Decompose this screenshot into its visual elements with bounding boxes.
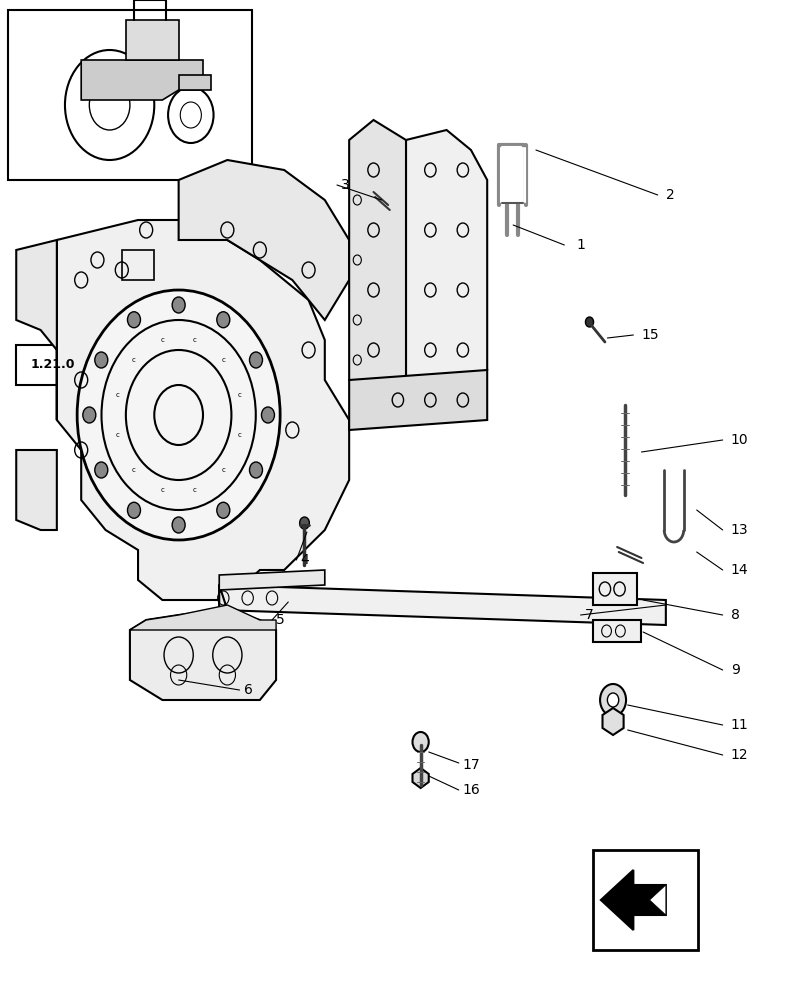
Polygon shape [406, 130, 487, 420]
Polygon shape [16, 240, 57, 420]
Text: 11: 11 [730, 718, 748, 732]
Text: c: c [115, 432, 119, 438]
Text: 12: 12 [730, 748, 748, 762]
Polygon shape [126, 20, 178, 60]
Polygon shape [649, 885, 665, 915]
Polygon shape [57, 220, 349, 600]
Text: 17: 17 [462, 758, 480, 772]
Bar [16, 345, 89, 385]
Text: 2: 2 [665, 188, 674, 202]
Text: c: c [221, 467, 225, 473]
Polygon shape [178, 75, 211, 90]
Circle shape [607, 693, 618, 707]
Circle shape [217, 502, 230, 518]
Circle shape [95, 462, 108, 478]
Text: 6: 6 [243, 683, 252, 697]
Text: c: c [160, 337, 164, 343]
Text: c: c [160, 487, 164, 493]
Text: 16: 16 [462, 783, 480, 797]
Circle shape [77, 290, 280, 540]
Polygon shape [412, 768, 428, 788]
Circle shape [127, 312, 140, 328]
Text: 3: 3 [341, 178, 350, 192]
Polygon shape [219, 585, 665, 625]
Circle shape [599, 684, 625, 716]
Bar [8, 10, 251, 180]
Polygon shape [130, 605, 276, 630]
Text: 1.21.0: 1.21.0 [31, 359, 75, 371]
Text: c: c [193, 337, 197, 343]
Text: 14: 14 [730, 563, 748, 577]
Circle shape [412, 732, 428, 752]
Circle shape [299, 517, 309, 529]
Polygon shape [16, 450, 57, 530]
Circle shape [261, 407, 274, 423]
Text: c: c [193, 487, 197, 493]
Text: c: c [131, 467, 135, 473]
Text: c: c [238, 392, 242, 398]
Bar [592, 573, 637, 605]
Text: 5: 5 [276, 613, 285, 627]
Text: 4: 4 [300, 553, 309, 567]
Text: 1: 1 [576, 238, 585, 252]
Circle shape [127, 502, 140, 518]
Circle shape [249, 352, 262, 368]
Text: 8: 8 [730, 608, 739, 622]
Text: 15: 15 [641, 328, 659, 342]
Polygon shape [130, 585, 276, 700]
Circle shape [83, 407, 96, 423]
Text: c: c [221, 357, 225, 363]
Polygon shape [219, 570, 324, 590]
Text: 9: 9 [730, 663, 739, 677]
Polygon shape [349, 120, 406, 400]
Bar [592, 620, 641, 642]
Circle shape [249, 462, 262, 478]
Circle shape [585, 317, 593, 327]
Polygon shape [602, 708, 623, 735]
Text: 13: 13 [730, 523, 748, 537]
Text: c: c [115, 392, 119, 398]
Text: c: c [238, 432, 242, 438]
Polygon shape [81, 60, 203, 100]
Polygon shape [178, 160, 349, 320]
Text: c: c [131, 357, 135, 363]
Text: 10: 10 [730, 433, 748, 447]
Text: 7: 7 [584, 608, 593, 622]
Bar [592, 850, 697, 950]
Circle shape [172, 297, 185, 313]
Circle shape [217, 312, 230, 328]
Bar [122, 250, 154, 280]
Circle shape [172, 517, 185, 533]
Polygon shape [600, 870, 665, 930]
Circle shape [95, 352, 108, 368]
Polygon shape [349, 370, 487, 430]
